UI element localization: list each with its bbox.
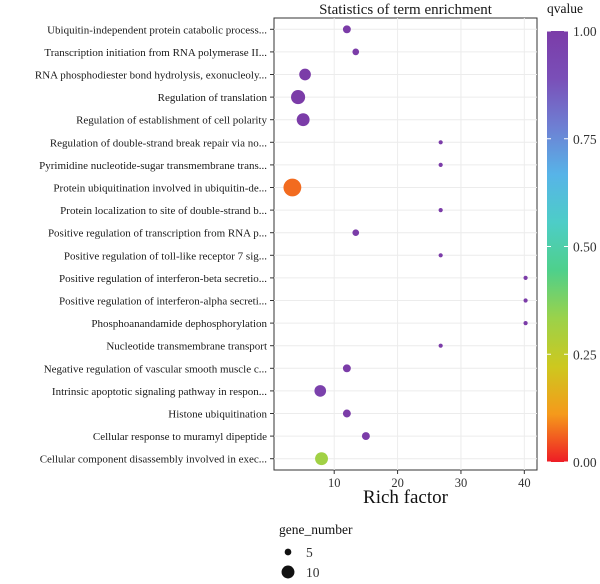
category-label: Negative regulation of vascular smooth m… (44, 363, 268, 375)
data-point (438, 343, 443, 348)
category-label: Regulation of establishment of cell pola… (76, 115, 267, 127)
data-point (296, 113, 310, 127)
data-point (352, 48, 360, 56)
category-label: Positive regulation of transcription fro… (48, 228, 267, 240)
colorbar-tick-label: 0.00 (573, 455, 597, 470)
plot-panel (273, 17, 538, 471)
size-legend-label: 10 (306, 565, 320, 580)
category-label: Regulation of translation (158, 92, 268, 104)
data-point (315, 452, 328, 466)
data-point (438, 140, 443, 145)
category-label: Positive regulation of interferon-alpha … (59, 296, 267, 308)
size-legend-label: 5 (306, 545, 313, 560)
plot-panel-border (273, 17, 538, 471)
category-label: Cellular response to muramyl dipeptide (93, 431, 267, 443)
category-label: Ubiquitin-independent protein catabolic … (47, 24, 267, 36)
chart-title: Statistics of term enrichment (319, 2, 493, 18)
qvalue-colorbar-legend: qvalue 0.00 0.25 0.50 0.75 1.00 (547, 1, 597, 470)
data-point (438, 253, 443, 258)
x-axis-label: Rich factor (363, 487, 449, 508)
data-points (283, 25, 528, 466)
category-label: Phosphoanandamide dephosphorylation (91, 318, 267, 330)
category-label: Positive regulation of interferon-beta s… (59, 273, 267, 285)
category-label: Pyrimidine nucleotide-sugar transmembran… (39, 160, 267, 172)
data-point (352, 229, 360, 237)
x-tick-label: 10 (328, 476, 341, 490)
data-point (523, 275, 528, 280)
colorbar-gradient (547, 31, 568, 462)
colorbar-tick-label: 0.25 (573, 347, 597, 362)
data-point (523, 298, 528, 303)
x-axis-ticks: 10 20 30 40 (328, 470, 531, 490)
colorbar-tick-label: 0.50 (573, 240, 597, 255)
data-point (314, 385, 327, 397)
colorbar-tick-label: 0.75 (573, 132, 597, 147)
category-label: Nucleotide transmembrane transport (106, 341, 267, 353)
x-tick-label: 20 (391, 476, 404, 490)
category-label: Regulation of double-strand break repair… (50, 137, 267, 149)
category-label: RNA phosphodiester bond hydrolysis, exon… (35, 70, 267, 82)
data-point (299, 68, 311, 81)
category-label: Positive regulation of toll-like recepto… (64, 250, 267, 262)
size-legend-dot (281, 565, 295, 579)
category-label: Transcription initiation from RNA polyme… (44, 47, 267, 59)
x-tick-label: 30 (455, 476, 468, 490)
size-legend-dot (284, 548, 292, 556)
category-label: Cellular component disassembly involved … (40, 454, 268, 466)
category-label: Histone ubiquitination (168, 409, 267, 421)
data-point (342, 364, 351, 373)
x-tick-label: 40 (518, 476, 531, 490)
data-point (438, 162, 443, 167)
data-point (523, 321, 528, 326)
data-point (438, 208, 443, 213)
category-label: Intrinsic apoptotic signaling pathway in… (52, 386, 267, 398)
data-point (361, 432, 370, 441)
category-label: Protein ubiquitination involved in ubiqu… (53, 183, 267, 195)
colorbar-tick-label: 1.00 (573, 24, 597, 39)
category-axis-labels: Ubiquitin-independent protein catabolic … (35, 24, 274, 466)
gene-number-size-legend: gene_number 5 10 (279, 522, 353, 580)
data-point (283, 178, 302, 197)
colorbar-title: qvalue (547, 1, 583, 16)
data-point (291, 90, 306, 105)
data-point (342, 25, 351, 34)
category-label: Protein localization to site of double-s… (60, 205, 267, 217)
size-legend-title: gene_number (279, 522, 353, 537)
data-point (342, 409, 351, 418)
